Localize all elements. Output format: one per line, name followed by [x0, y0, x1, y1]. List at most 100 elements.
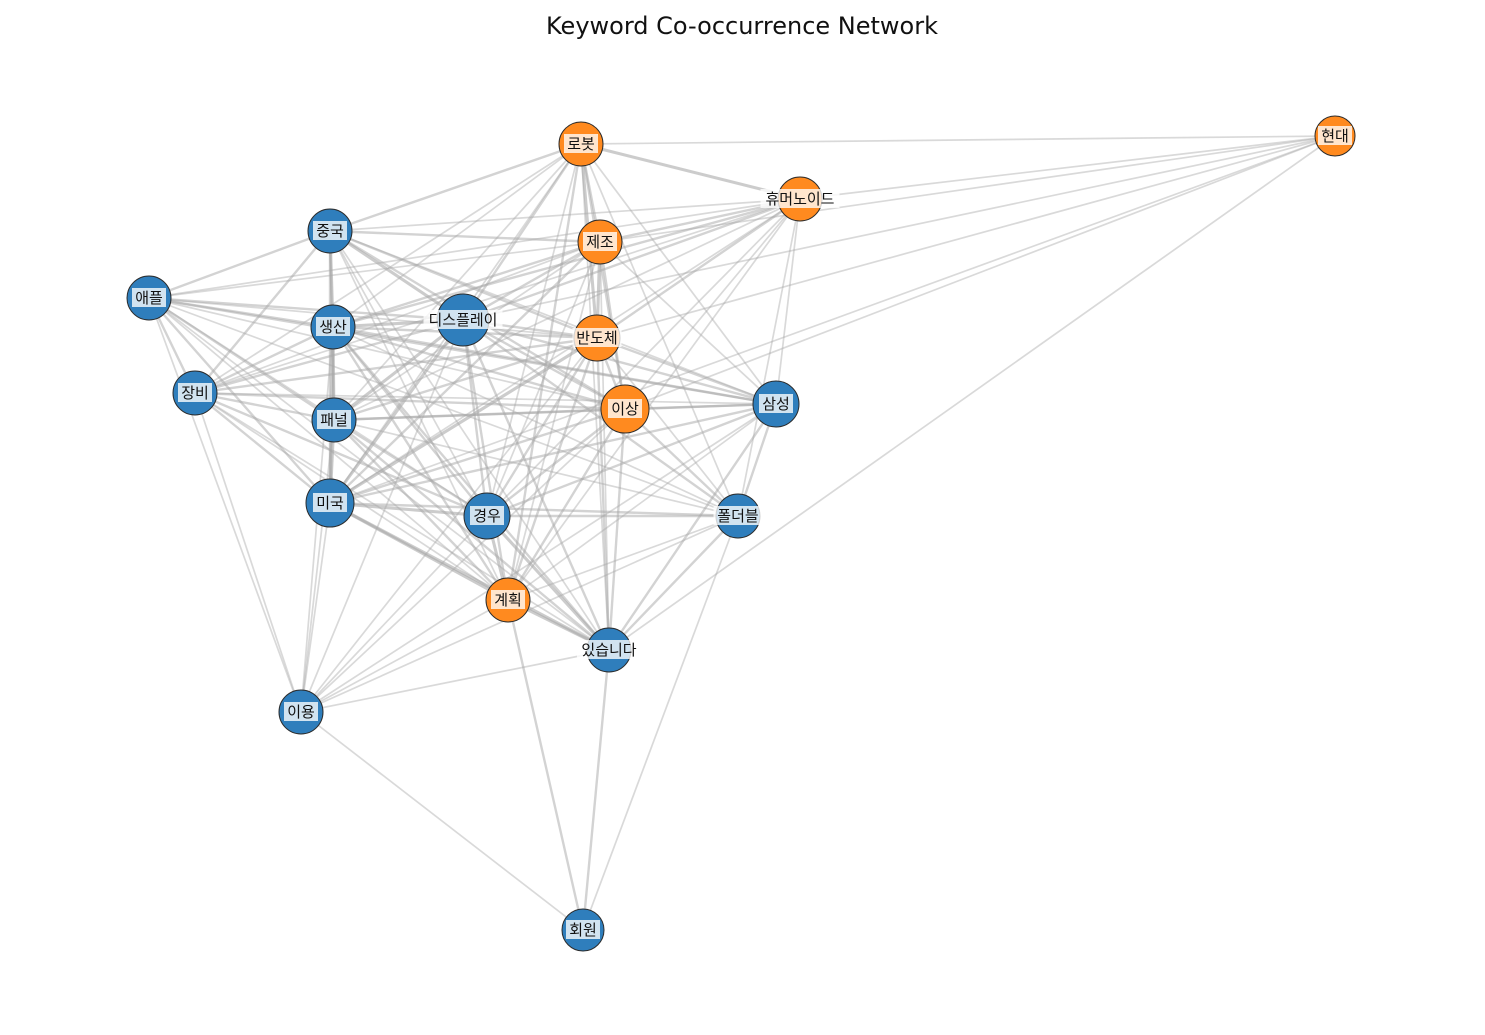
node-exists[interactable]: 있습니다 — [577, 627, 641, 673]
edge-case-usage — [300, 515, 488, 713]
edge-apple-display — [148, 296, 464, 322]
node-manufacture[interactable]: 제조 — [577, 219, 623, 265]
edge-manufacture-case — [486, 241, 601, 517]
node-member[interactable]: 회원 — [561, 908, 605, 952]
node-apple[interactable]: 애플 — [126, 275, 172, 321]
edge-hyundai-manufacture — [599, 135, 1336, 243]
node-usage[interactable]: 이용 — [278, 689, 324, 735]
edge-robot-china — [329, 142, 582, 233]
node-above[interactable]: 이상 — [600, 384, 650, 434]
edge-semiconductor-usa — [329, 336, 598, 505]
node-panel[interactable]: 패널 — [311, 397, 357, 443]
edge-manufacture-china — [329, 229, 601, 244]
edge-hyundai-usa — [329, 135, 1336, 504]
edge-robot-hyundai — [580, 135, 1336, 145]
edge-display-case — [461, 319, 489, 517]
edge-display-exists — [461, 319, 611, 651]
edge-exists-usage — [300, 649, 610, 713]
edge-hyundai-display — [462, 135, 1336, 321]
edge-equipment-panel — [194, 391, 335, 422]
node-label-robot: 로봇 — [567, 135, 595, 153]
node-label-plan: 계획 — [494, 591, 522, 609]
edge-humanoid-samsung — [775, 198, 801, 405]
node-label-display: 디스플레이 — [428, 311, 497, 329]
node-display[interactable]: 디스플레이 — [423, 293, 503, 347]
node-label-bg-apple — [132, 288, 166, 307]
edge-equipment-usage — [194, 392, 302, 713]
node-usa[interactable]: 미국 — [305, 478, 355, 528]
node-samsung[interactable]: 삼성 — [752, 380, 800, 428]
edge-display-equipment — [194, 318, 464, 395]
node-label-bg-equipment — [178, 383, 212, 402]
node-label-china: 중국 — [316, 222, 344, 240]
edge-china-case — [329, 230, 488, 517]
edge-china-display — [329, 229, 464, 322]
node-equipment[interactable]: 장비 — [172, 370, 218, 416]
edge-usa-case — [329, 501, 488, 518]
edge-panel-usage — [300, 419, 335, 713]
edge-equipment-exists — [194, 392, 610, 651]
chart-title: Keyword Co-occurrence Network — [546, 12, 938, 40]
edge-apple-foldable — [148, 297, 739, 517]
edge-above-samsung — [624, 402, 777, 411]
edge-equipment-case — [194, 391, 488, 518]
edge-humanoid-case — [486, 198, 801, 517]
node-label-case: 경우 — [473, 507, 501, 525]
edge-above-usage — [300, 408, 626, 713]
node-hyundai[interactable]: 현대 — [1314, 115, 1356, 157]
edge-production-plan — [331, 326, 510, 601]
edge-display-samsung — [462, 318, 777, 406]
edge-samsung-plan — [507, 403, 777, 601]
edge-hyundai-exists — [608, 135, 1336, 651]
node-label-bg-humanoid — [760, 189, 840, 208]
edge-plan-member — [506, 599, 585, 931]
edge-above-case — [486, 408, 626, 517]
node-case[interactable]: 경우 — [463, 492, 511, 540]
node-label-usage: 이용 — [287, 703, 315, 721]
edge-manufacture-plan — [507, 241, 601, 601]
edge-production-equipment — [194, 325, 334, 395]
node-plan[interactable]: 계획 — [485, 577, 531, 623]
edge-equipment-samsung — [194, 392, 777, 405]
node-label-bg-manufacture — [583, 232, 617, 251]
edge-semiconductor-exists — [595, 337, 611, 651]
node-label-bg-case — [470, 506, 504, 525]
edge-manufacture-usa — [329, 241, 601, 504]
node-label-member: 회원 — [569, 921, 597, 939]
edge-usa-foldable — [329, 501, 739, 518]
edge-humanoid-china — [329, 198, 801, 232]
node-label-equipment: 장비 — [181, 384, 209, 402]
edge-apple-usage — [148, 297, 302, 713]
edge-above-usa — [329, 407, 626, 505]
edge-semiconductor-samsung — [596, 336, 777, 406]
edge-humanoid-panel — [333, 198, 801, 421]
edge-hyundai-humanoid — [799, 135, 1336, 200]
node-label-apple: 애플 — [135, 289, 163, 307]
node-label-production: 생산 — [319, 318, 347, 336]
edge-china-apple — [148, 229, 331, 300]
node-label-bg-member — [566, 920, 600, 939]
node-china[interactable]: 중국 — [307, 208, 353, 254]
edge-manufacture-equipment — [194, 241, 601, 394]
node-production[interactable]: 생산 — [310, 304, 356, 350]
node-humanoid[interactable]: 휴머노이드 — [760, 176, 840, 222]
edge-above-exists — [607, 408, 627, 651]
node-label-bg-usa — [313, 493, 347, 512]
edge-display-plan — [461, 319, 510, 601]
edge-apple-above — [148, 297, 626, 410]
node-label-bg-plan — [491, 590, 525, 609]
edge-usa-usage — [300, 502, 331, 713]
edge-humanoid-above — [624, 198, 801, 410]
node-robot[interactable]: 로봇 — [558, 121, 604, 167]
edge-china-exists — [329, 230, 610, 651]
edge-manufacture-samsung — [599, 241, 777, 405]
node-semiconductor[interactable]: 반도체 — [572, 314, 622, 362]
edge-humanoid-semiconductor — [596, 198, 801, 339]
edge-foldable-plan — [507, 515, 739, 601]
edge-case-exists — [485, 514, 611, 652]
node-label-bg-robot — [564, 134, 598, 153]
node-foldable[interactable]: 폴더블 — [713, 493, 763, 539]
edge-samsung-usage — [300, 403, 777, 713]
edge-production-exists — [332, 326, 610, 651]
